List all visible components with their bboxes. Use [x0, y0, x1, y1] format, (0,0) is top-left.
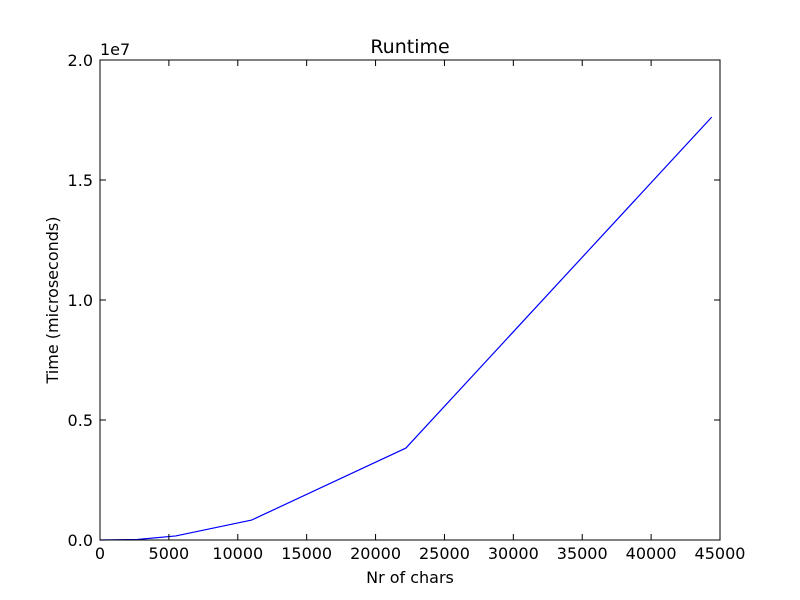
x-tick-label: 30000: [488, 544, 539, 563]
x-tick-label: 0: [95, 544, 105, 563]
x-axis-title: Nr of chars: [366, 568, 454, 587]
x-tick-label: 25000: [419, 544, 470, 563]
series-line: [99, 116, 713, 541]
y-axis-offset-label: 1e7: [100, 40, 130, 59]
x-tick-label: 5000: [149, 544, 190, 563]
y-axis-title: Time (microseconds): [43, 217, 62, 385]
x-tick-label: 20000: [350, 544, 401, 563]
x-tick-label: 40000: [626, 544, 677, 563]
x-tick-label: 15000: [281, 544, 332, 563]
y-tick-label: 1.5: [68, 171, 93, 190]
y-ticks: 0.0 0.5 1.0 1.5 2.0: [68, 51, 720, 550]
chart-title: Runtime: [370, 36, 449, 58]
x-tick-label: 35000: [557, 544, 608, 563]
x-tick-label: 45000: [695, 544, 746, 563]
y-tick-label: 1.0: [68, 291, 93, 310]
y-tick-label: 2.0: [68, 51, 93, 70]
x-ticks: 0 5000 10000 15000 20000 25000 30000 35000 40000…: [95, 60, 746, 563]
y-tick-label: 0.5: [68, 411, 93, 430]
y-tick-label: 0.0: [68, 531, 93, 550]
series-layer: [99, 116, 713, 541]
x-tick-label: 10000: [212, 544, 263, 563]
plot-frame: [99, 59, 721, 541]
